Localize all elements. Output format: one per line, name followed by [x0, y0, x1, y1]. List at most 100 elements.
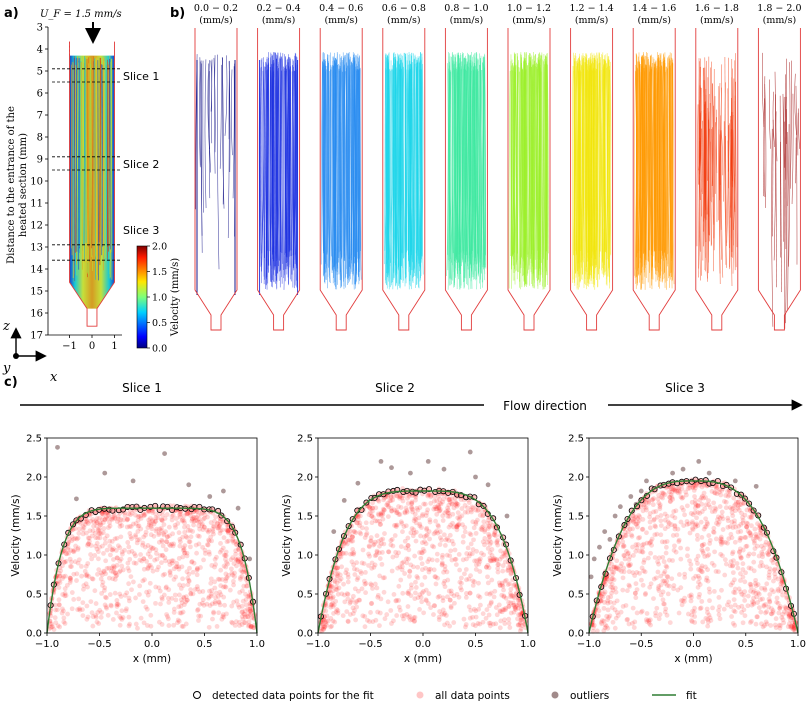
data-point [510, 600, 516, 606]
data-point [386, 549, 392, 555]
trajectory [268, 67, 271, 266]
data-point [454, 524, 460, 530]
trajectory [470, 51, 473, 269]
data-point [473, 567, 479, 572]
data-point [185, 511, 190, 517]
trajectory [397, 59, 401, 288]
data-point [727, 489, 732, 495]
data-point [368, 535, 374, 540]
data-point [94, 619, 100, 625]
data-point [620, 604, 626, 609]
data-point [96, 567, 102, 573]
data-point [56, 578, 62, 584]
trajectory [261, 70, 265, 266]
data-point [640, 545, 645, 551]
data-point [164, 612, 169, 617]
data-point [623, 603, 629, 608]
data-point [348, 538, 354, 544]
slice-header-3: Slice 3 [665, 381, 705, 395]
data-point [771, 589, 776, 595]
data-point [439, 611, 445, 617]
data-point [694, 557, 699, 563]
data-point [705, 623, 711, 629]
trajectory [527, 56, 530, 274]
trajectory [390, 70, 393, 286]
data-point [368, 610, 373, 615]
data-point [424, 525, 430, 531]
trajectory [468, 66, 470, 278]
data-point [656, 584, 662, 589]
data-point [433, 581, 439, 587]
data-point [648, 581, 654, 587]
data-point [398, 505, 404, 510]
data-point [190, 569, 196, 575]
data-point [208, 576, 214, 582]
data-point [218, 583, 224, 589]
tank-outline-3 [319, 28, 363, 331]
data-point [243, 614, 248, 620]
data-point [197, 589, 202, 595]
data-point [103, 540, 108, 546]
data-point [377, 543, 382, 549]
data-point [378, 537, 384, 543]
data-point [516, 602, 522, 608]
data-point [135, 523, 141, 529]
data-point [624, 548, 629, 554]
data-point [631, 517, 637, 523]
data-point [75, 607, 81, 613]
data-point [93, 535, 99, 541]
data-point [468, 573, 473, 579]
data-point [716, 612, 722, 618]
data-point [194, 572, 200, 578]
data-point [477, 512, 483, 518]
data-point [432, 603, 438, 609]
data-point [724, 602, 730, 608]
data-point [374, 549, 380, 555]
data-point [236, 604, 242, 610]
trajectory [415, 62, 417, 254]
data-point [223, 584, 229, 590]
trajectory [270, 55, 273, 255]
data-point [474, 558, 479, 564]
data-point [95, 535, 101, 541]
data-point [174, 560, 180, 566]
bin-range-1: 0.0 − 0.2 [194, 3, 238, 14]
data-point [223, 553, 229, 559]
data-point [247, 603, 253, 609]
data-point [104, 566, 110, 571]
data-point [351, 566, 357, 572]
data-point [380, 512, 386, 517]
data-point [707, 541, 713, 546]
data-point [771, 567, 777, 573]
data-point [246, 610, 251, 616]
data-point [452, 600, 457, 606]
data-point [711, 588, 717, 594]
trajectory [283, 54, 286, 255]
data-point [329, 584, 334, 590]
data-point [156, 585, 162, 591]
data-point [730, 549, 736, 555]
xtick-label: −0.5 [358, 639, 382, 650]
data-point [752, 538, 757, 544]
data-point [177, 511, 183, 516]
bin-unit-8: (mm/s) [637, 15, 671, 26]
data-point [437, 529, 443, 535]
data-point [154, 526, 160, 532]
data-point [186, 578, 192, 584]
trajectory [407, 64, 410, 267]
data-point [489, 558, 495, 564]
trajectory [219, 64, 222, 169]
data-point [787, 608, 793, 614]
outlier-point [186, 482, 192, 488]
data-point [55, 607, 60, 613]
data-point [735, 529, 741, 535]
data-point [758, 543, 764, 549]
data-point [641, 541, 647, 547]
data-point [238, 560, 243, 566]
data-point [646, 499, 652, 504]
data-point [106, 525, 111, 530]
data-point [395, 565, 401, 571]
data-point [379, 550, 385, 555]
data-point [115, 513, 121, 519]
data-point [55, 623, 61, 629]
